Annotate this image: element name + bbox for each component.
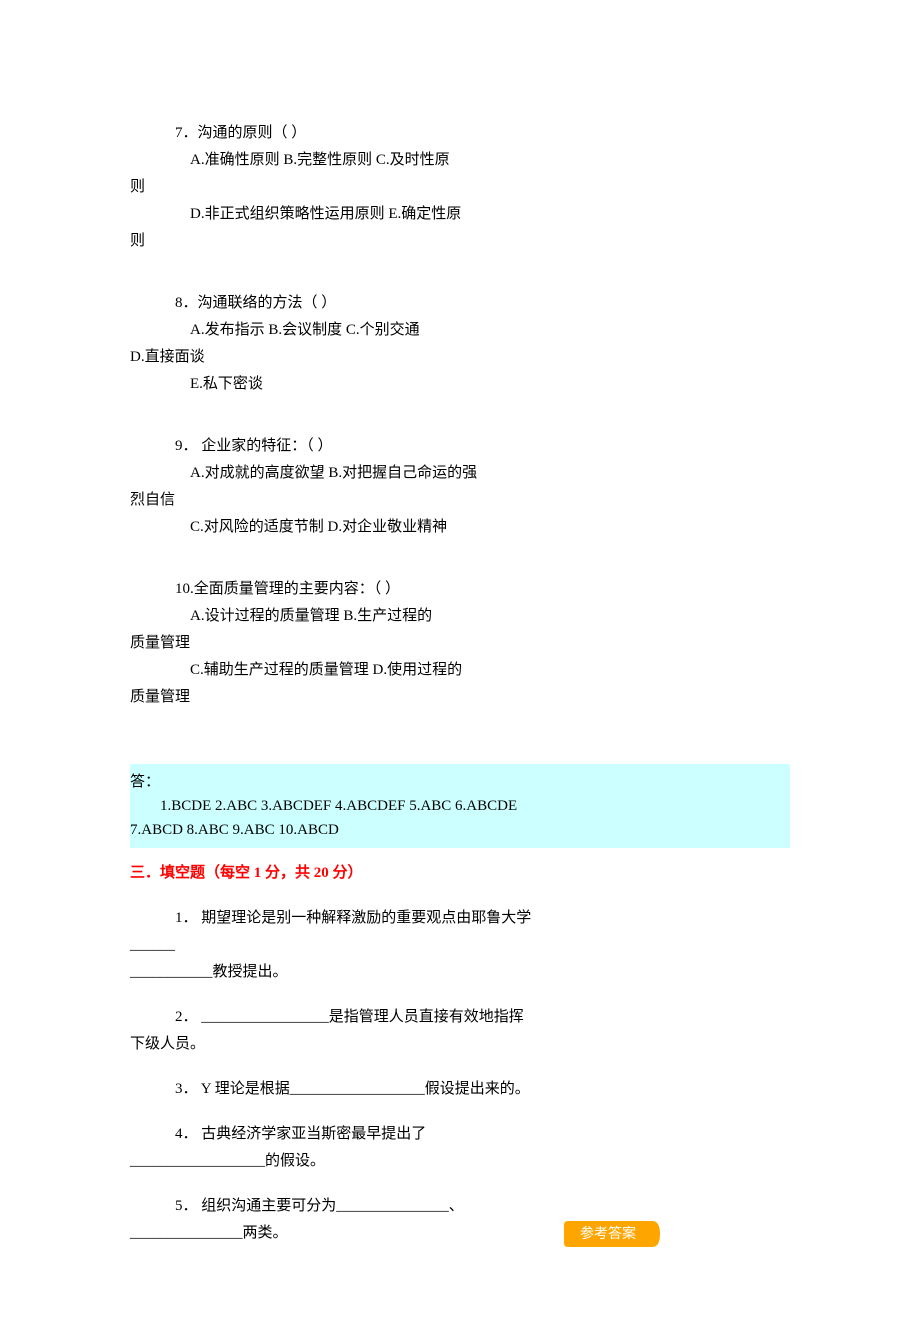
fill-question-5: 5． 组织沟通主要可分为_______________、 ___________… — [130, 1193, 790, 1247]
fill-stem: 3． Y 理论是根据__________________假设提出来的。 — [130, 1076, 790, 1103]
question-options: E.私下密谈 — [130, 371, 790, 398]
question-7: 7．沟通的原则（ ） A.准确性原则 B.完整性原则 C.及时性原 则 D.非正… — [130, 120, 790, 255]
fill-stem: 1． 期望理论是别一种解释激励的重要观点由耶鲁大学 — [130, 905, 790, 932]
fill-continuation: __________________的假设。 — [130, 1148, 790, 1175]
question-options: C.对风险的适度节制 D.对企业敬业精神 — [130, 514, 790, 541]
question-stem: 9． 企业家的特征：（ ） — [130, 433, 790, 460]
question-continuation: 烈自信 — [130, 487, 790, 514]
fill-continuation: ______ — [130, 932, 790, 959]
answer-line: 7.ABCD 8.ABC 9.ABC 10.ABCD — [130, 818, 790, 842]
fill-stem: 4． 古典经济学家亚当斯密最早提出了 — [130, 1121, 790, 1148]
question-options: A.设计过程的质量管理 B.生产过程的 — [130, 603, 790, 630]
answer-line: 1.BCDE 2.ABC 3.ABCDEF 4.ABCDEF 5.ABC 6.A… — [130, 794, 790, 818]
answer-label: 答： — [130, 770, 790, 794]
question-stem: 7．沟通的原则（ ） — [130, 120, 790, 147]
question-9: 9． 企业家的特征：（ ） A.对成就的高度欲望 B.对把握自己命运的强 烈自信… — [130, 433, 790, 541]
fill-question-4: 4． 古典经济学家亚当斯密最早提出了 __________________的假设… — [130, 1121, 790, 1175]
question-continuation: 则 — [130, 174, 790, 201]
question-options: A.对成就的高度欲望 B.对把握自己命运的强 — [130, 460, 790, 487]
question-options: D.非正式组织策略性运用原则 E.确定性原 — [130, 201, 790, 228]
question-10: 10.全面质量管理的主要内容：（ ） A.设计过程的质量管理 B.生产过程的 质… — [130, 576, 790, 711]
reference-answer-text: 参考答案 — [580, 1225, 636, 1242]
fill-question-3: 3． Y 理论是根据__________________假设提出来的。 — [130, 1076, 790, 1103]
question-stem: 10.全面质量管理的主要内容：（ ） — [130, 576, 790, 603]
fill-question-1: 1． 期望理论是别一种解释激励的重要观点由耶鲁大学 ______ _______… — [130, 905, 790, 986]
question-options: A.发布指示 B.会议制度 C.个别交通 — [130, 317, 790, 344]
question-continuation: 质量管理 — [130, 630, 790, 657]
question-8: 8．沟通联络的方法（ ） A.发布指示 B.会议制度 C.个别交通 D.直接面谈… — [130, 290, 790, 398]
question-continuation: D.直接面谈 — [130, 344, 790, 371]
answer-block: 答： 1.BCDE 2.ABC 3.ABCDEF 4.ABCDEF 5.ABC … — [130, 764, 790, 848]
document-body: 7．沟通的原则（ ） A.准确性原则 B.完整性原则 C.及时性原 则 D.非正… — [130, 120, 790, 1247]
section-heading: 三．填空题（每空 1 分，共 20 分） — [130, 860, 790, 887]
question-stem: 8．沟通联络的方法（ ） — [130, 290, 790, 317]
fill-continuation: 下级人员。 — [130, 1031, 790, 1058]
fill-continuation: ___________教授提出。 — [130, 959, 790, 986]
reference-answer-badge: 参考答案 — [564, 1221, 660, 1247]
question-options: C.辅助生产过程的质量管理 D.使用过程的 — [130, 657, 790, 684]
question-options: A.准确性原则 B.完整性原则 C.及时性原 — [130, 147, 790, 174]
fill-stem: 2． _________________是指管理人员直接有效地指挥 — [130, 1004, 790, 1031]
question-continuation: 质量管理 — [130, 684, 790, 711]
fill-question-2: 2． _________________是指管理人员直接有效地指挥 下级人员。 — [130, 1004, 790, 1058]
fill-stem: 5． 组织沟通主要可分为_______________、 — [130, 1193, 790, 1220]
question-continuation: 则 — [130, 228, 790, 255]
fill-continuation: _______________两类。 — [130, 1220, 790, 1247]
